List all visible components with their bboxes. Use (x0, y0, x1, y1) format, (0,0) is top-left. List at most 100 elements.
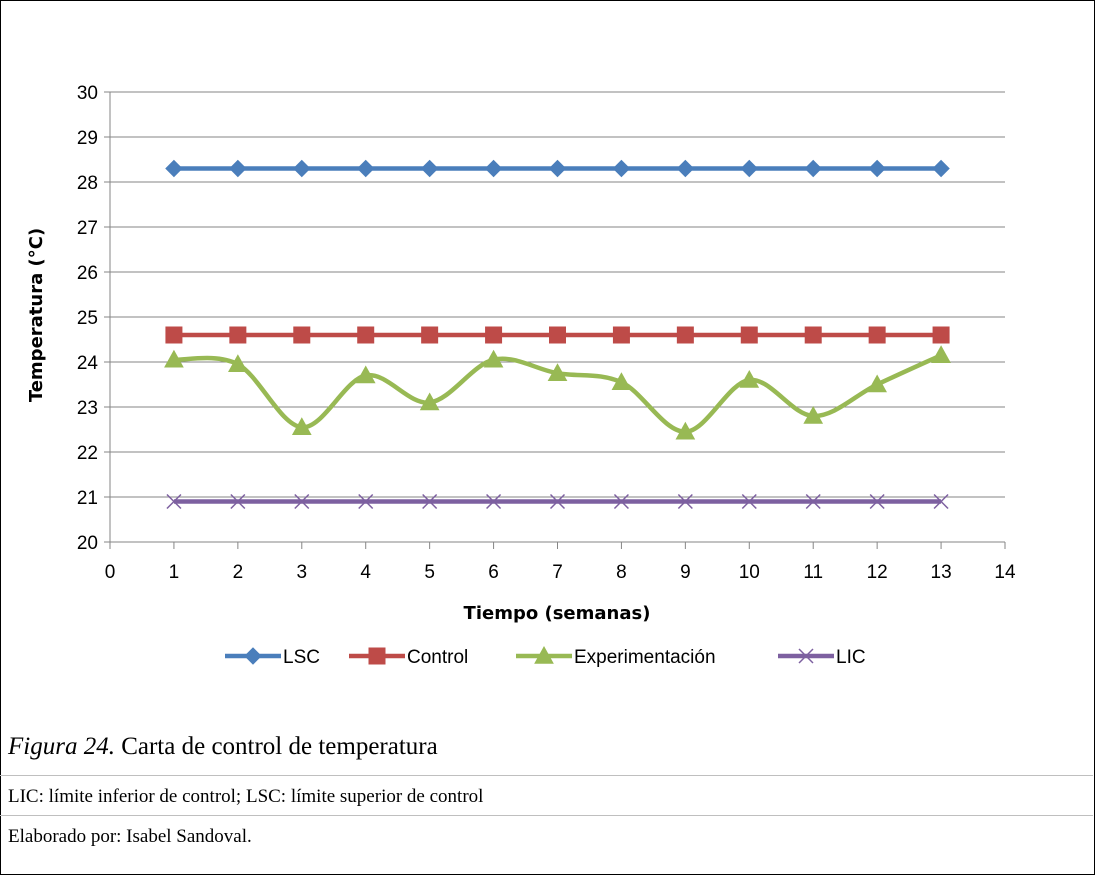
x-tick-label: 9 (680, 562, 691, 583)
data-point-lic (486, 493, 502, 510)
data-point-lsc (484, 159, 503, 178)
data-point-control (932, 326, 950, 344)
x-tick-label: 11 (803, 562, 823, 583)
legend-marker-control (368, 647, 386, 665)
x-tick-label: 1 (169, 562, 180, 583)
x-axis-title: Tiempo (semanas) (464, 603, 651, 624)
gridlines (110, 91, 1005, 498)
x-marker-stroke (741, 493, 757, 510)
data-point-lic (230, 493, 246, 510)
data-point-experimentaci-n (355, 365, 376, 384)
data-point-control (868, 326, 886, 344)
legend-item-experimentaci-n: Experimentación (516, 645, 716, 668)
legend-item-lic: LIC (778, 647, 866, 668)
y-tick-label: 25 (77, 308, 98, 329)
x-tick-label: 7 (552, 562, 563, 583)
data-point-lsc (420, 159, 439, 178)
data-point-lic (805, 493, 821, 510)
data-point-lic (549, 493, 566, 510)
x-tick-label: 3 (296, 562, 307, 583)
x-tick-label: 2 (233, 562, 244, 583)
axes (104, 91, 1006, 549)
data-point-experimentaci-n (291, 417, 312, 435)
series-control (165, 326, 950, 344)
x-tick-labels: 0 1 2 3 4 5 6 7 8 9 10 11 12 13 14 (105, 562, 1016, 583)
legend-marker-lsc (244, 647, 262, 665)
legend-item-control: Control (349, 647, 468, 668)
data-point-lsc (229, 159, 247, 178)
data-point-lsc (932, 159, 950, 178)
x-tick-label: 14 (994, 562, 1016, 583)
y-tick-label: 24 (77, 353, 99, 374)
x-marker-stroke (805, 493, 821, 510)
data-point-lsc (165, 159, 183, 178)
data-point-lsc (293, 159, 311, 178)
x-marker-stroke (549, 493, 566, 510)
data-point-experimentaci-n (803, 405, 824, 424)
data-point-experimentaci-n (739, 369, 760, 388)
data-point-lsc (548, 159, 567, 178)
data-point-lic (422, 493, 438, 510)
data-point-lsc (676, 159, 695, 178)
figure-caption: Figura 24. Carta de control de temperatu… (8, 733, 438, 761)
legend-label-lic: LIC (836, 647, 866, 668)
data-point-lic (741, 493, 757, 510)
data-point-experimentaci-n (164, 349, 184, 368)
y-tick-label: 29 (77, 128, 98, 149)
data-point-control (229, 326, 247, 344)
x-tick-label: 4 (360, 562, 371, 583)
data-point-lic (294, 493, 310, 510)
data-point-lic (613, 493, 629, 510)
data-point-experimentaci-n (931, 345, 951, 363)
series-lsc (165, 159, 950, 178)
y-tick-label: 28 (77, 173, 98, 194)
x-marker-stroke (486, 493, 502, 510)
x-marker-stroke (933, 493, 949, 510)
x-marker-stroke (166, 493, 182, 510)
legend-label-control: Control (407, 647, 468, 668)
y-axis-title: Temperatura (°C) (26, 228, 47, 402)
y-tick-label: 21 (77, 488, 98, 509)
x-tick-label: 5 (424, 562, 435, 583)
data-point-lsc (612, 159, 631, 178)
x-tick-label: 13 (931, 562, 952, 583)
data-point-experimentaci-n (675, 421, 696, 440)
x-marker-stroke (358, 493, 374, 510)
caption-divider (0, 775, 1093, 776)
y-tick-label: 22 (77, 443, 98, 464)
data-point-lic (677, 493, 693, 510)
data-point-control (804, 326, 822, 344)
y-tick-label: 30 (77, 83, 98, 104)
y-tick-label: 26 (77, 263, 98, 284)
legend-item-lsc: LSC (225, 647, 320, 668)
series-lic (166, 493, 949, 510)
legend-label-experimentaci-n: Experimentación (574, 647, 716, 668)
data-point-lic (869, 493, 885, 510)
series-experimentaci-n (164, 345, 951, 440)
caption-divider (0, 815, 1093, 816)
x-marker-stroke (294, 493, 310, 510)
y-tick-labels: 20 21 22 23 24 25 26 27 28 29 30 (77, 83, 99, 554)
x-marker-stroke (869, 493, 885, 510)
x-marker-stroke (677, 493, 693, 510)
data-point-control (485, 326, 503, 344)
figure-label: Figura 24. (8, 733, 115, 760)
data-point-experimentaci-n (867, 374, 887, 393)
data-point-experimentaci-n (419, 392, 440, 411)
data-point-control (357, 326, 375, 344)
data-point-control (549, 326, 566, 344)
figure-note: LIC: límite inferior de control; LSC: lí… (8, 786, 484, 807)
data-point-experimentaci-n (483, 349, 504, 368)
legend: LSC Control Experimentación LIC (225, 645, 866, 668)
figure-author: Elaborado por: Isabel Sandoval. (8, 826, 252, 847)
data-point-control (293, 326, 311, 344)
data-point-lic (933, 493, 949, 510)
data-point-control (612, 326, 630, 344)
data-point-control (421, 326, 439, 344)
y-tick-label: 23 (77, 398, 98, 419)
data-point-lsc (804, 159, 822, 178)
x-tick-label: 8 (616, 562, 627, 583)
x-tick-label: 6 (488, 562, 499, 583)
